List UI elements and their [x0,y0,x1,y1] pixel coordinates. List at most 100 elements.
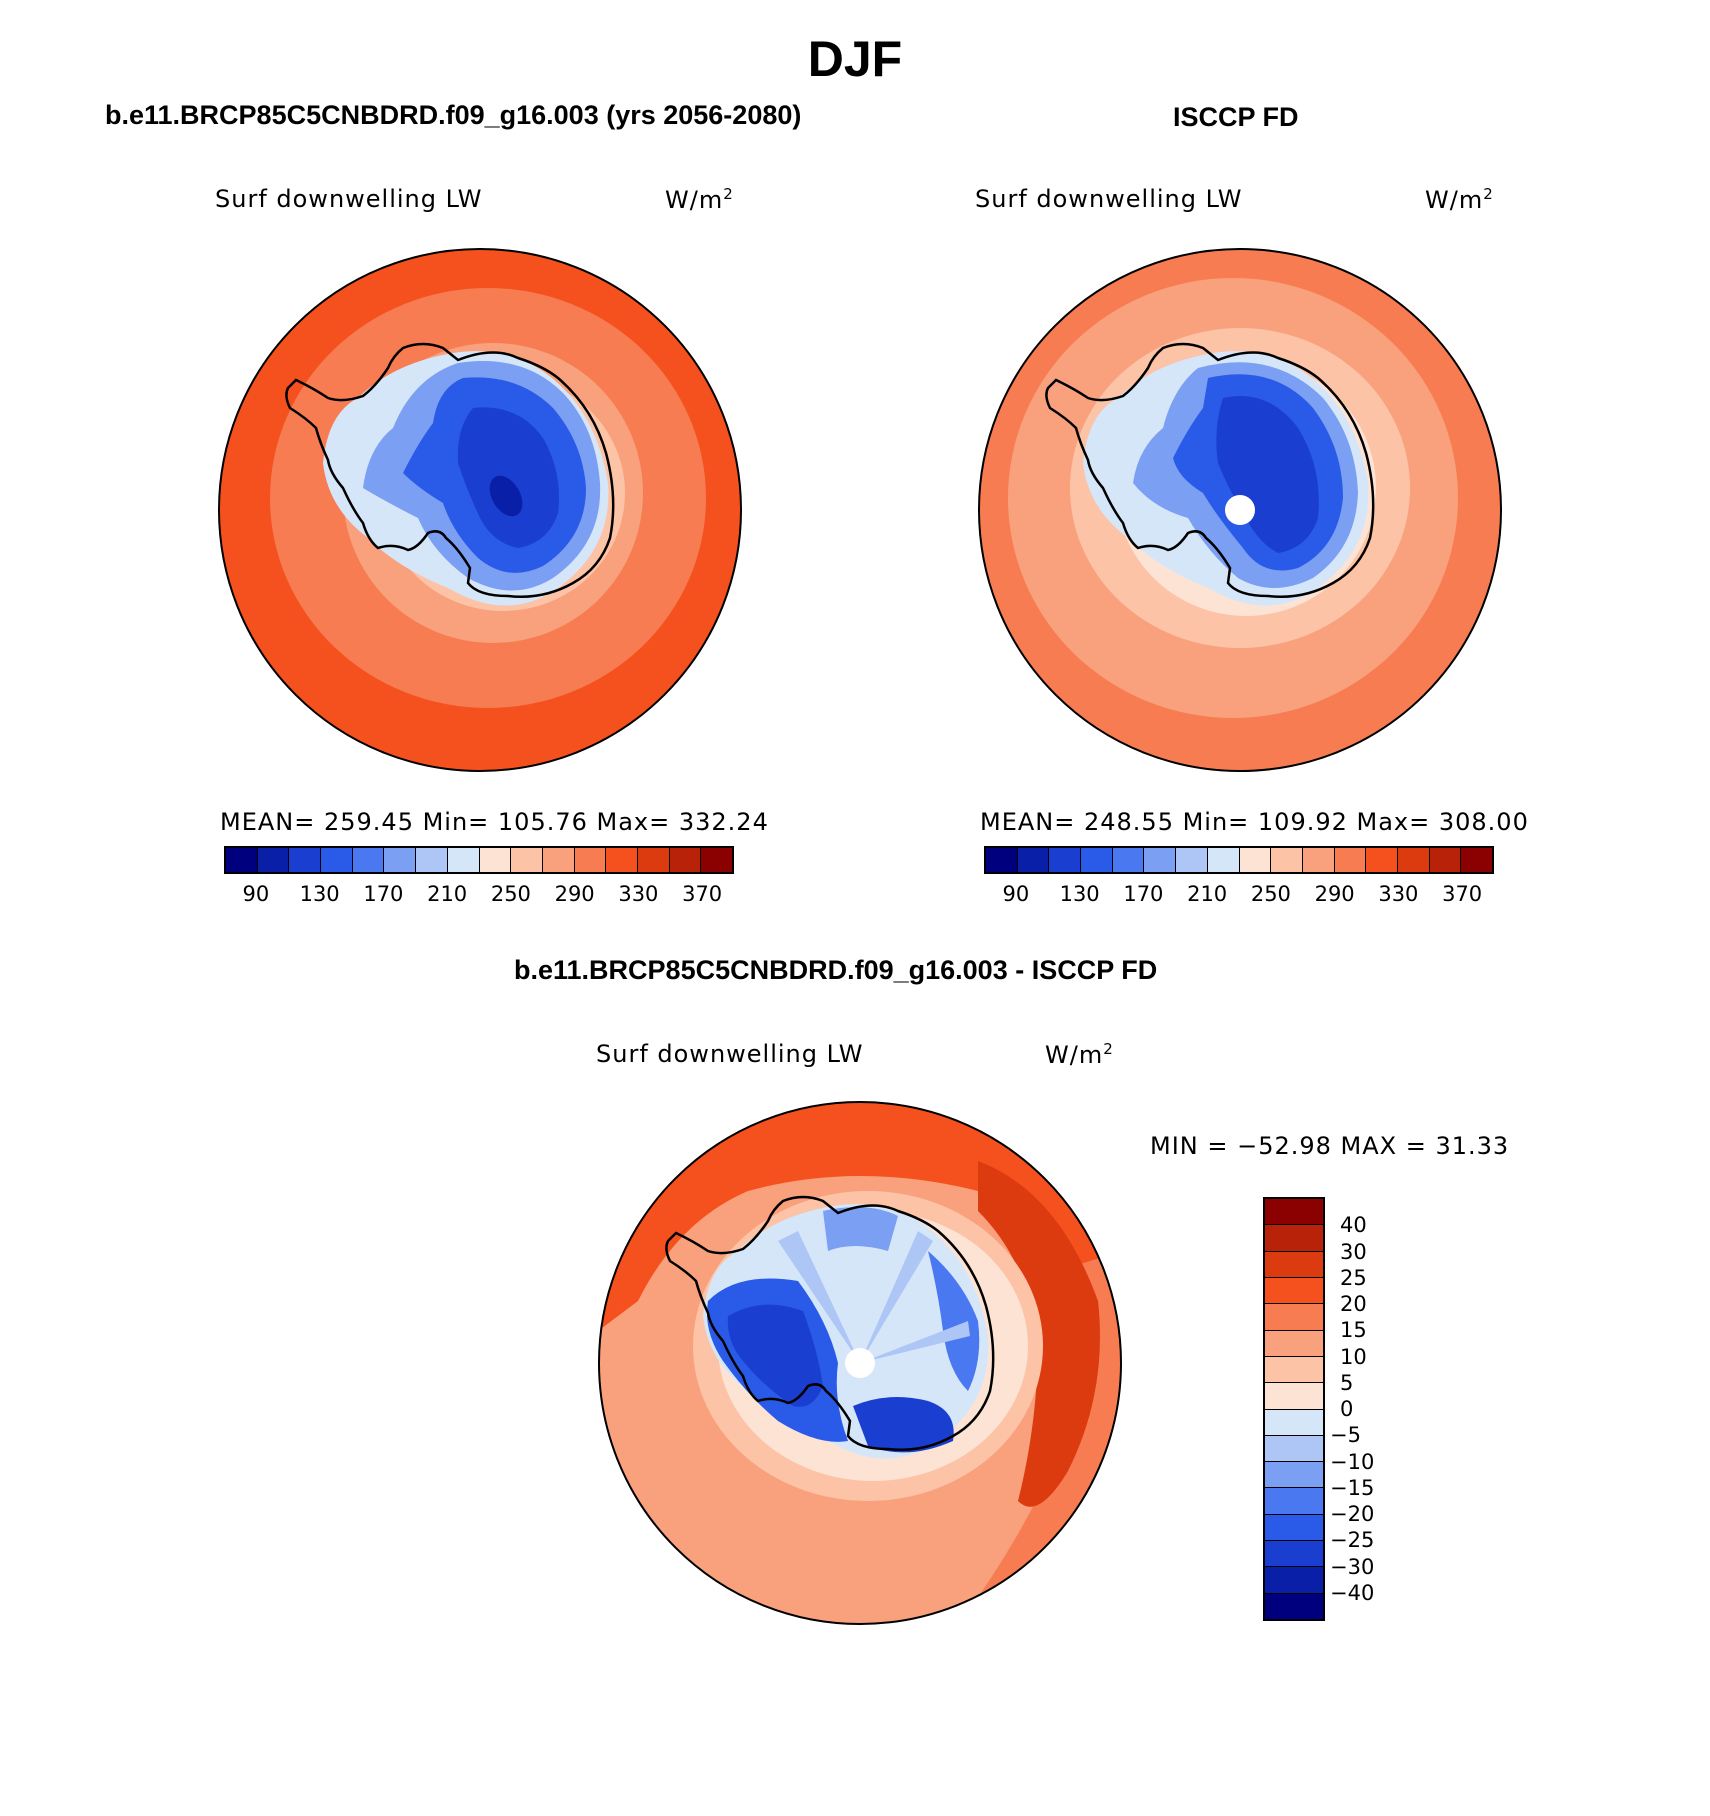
obs-colorbar-swatch [1176,848,1208,872]
diff-colorbar-swatch [1265,1199,1323,1226]
diff-colorbar-tick-label: −10 [1330,1449,1375,1474]
diff-colorbar-swatch [1265,1225,1323,1252]
obs-colorbar [984,846,1494,874]
obs-colorbar-swatch [1271,848,1303,872]
obs-stats: MEAN= 248.55 Min= 109.92 Max= 308.00 [980,808,1529,836]
model-stats: MEAN= 259.45 Min= 105.76 Max= 332.24 [220,808,769,836]
diff-colorbar-tick-label: −25 [1330,1528,1375,1553]
obs-colorbar-tick-label: 330 [1378,882,1419,906]
diff-pole-hole [845,1348,875,1378]
obs-colorbar-swatch [1049,848,1082,872]
diff-colorbar-tick-label: 5 [1340,1370,1354,1395]
diff-continent-cold-south [853,1397,954,1453]
diff-colorbar-swatch [1265,1488,1323,1515]
model-colorbar-tick-label: 130 [299,882,340,906]
model-colorbar-swatch [511,848,543,872]
obs-colorbar-tick-label: 210 [1187,882,1228,906]
obs-colorbar-swatch [1112,848,1145,872]
obs-colorbar-swatch [1429,848,1462,872]
model-colorbar-swatch [447,848,480,872]
diff-colorbar-tick-label: 0 [1340,1397,1354,1421]
diff-colorbar-swatch [1265,1330,1323,1357]
diff-colorbar-swatch [1265,1277,1323,1305]
obs-colorbar-swatch [1081,848,1113,872]
diff-units-label: W/m2 [1045,1040,1114,1069]
model-colorbar-swatch [257,848,290,872]
diff-coastline [665,1195,995,1451]
obs-colorbar-swatch [1334,848,1367,872]
model-colorbar-swatch [574,848,607,872]
obs-colorbar-swatch [1461,848,1492,872]
diff-stats: MIN = −52.98 MAX = 31.33 [1150,1132,1510,1160]
diff-panel-title: b.e11.BRCP85C5CNBDRD.f09_g16.003 - ISCCP… [514,955,1158,985]
diff-colorbar-tick-label: 20 [1340,1292,1367,1316]
diff-colorbar-swatch [1265,1409,1323,1436]
model-colorbar-swatch [479,848,512,872]
model-colorbar-tick-label: 250 [490,882,531,906]
figure-title: DJF [807,31,903,87]
obs-colorbar-swatch [986,848,1018,872]
diff-colorbar-swatch [1265,1462,1323,1489]
obs-colorbar-swatch [1302,848,1335,872]
obs-colorbar-swatch [1239,848,1272,872]
obs-colorbar-swatch [1207,848,1240,872]
obs-variable-label: Surf downwelling LW [975,185,1243,213]
diff-colorbar-swatch [1265,1567,1323,1594]
obs-colorbar-tick-label: 250 [1250,882,1291,906]
model-polar-map [218,248,742,772]
model-colorbar-swatch [321,848,353,872]
diff-ocean-warm-north [599,1102,1121,1331]
diff-colorbar-swatch [1265,1514,1323,1542]
diff-colorbar-tick-label: −40 [1330,1580,1375,1605]
model-variable-label: Surf downwelling LW [215,185,483,213]
obs-colorbar-swatch [1144,848,1177,872]
model-colorbar-swatch [226,848,258,872]
diff-colorbar-tick-label: −15 [1330,1475,1375,1500]
diff-colorbar-swatch [1265,1383,1323,1410]
obs-colorbar-swatch [1397,848,1430,872]
diff-colorbar-tick-label: 40 [1340,1213,1367,1238]
diff-variable-label: Surf downwelling LW [596,1040,864,1068]
diff-colorbar-tick-label: 10 [1340,1344,1367,1369]
obs-panel-title: ISCCP FD [1173,102,1299,132]
diff-colorbar-tick-label: 25 [1340,1265,1367,1290]
obs-colorbar-tick-label: 170 [1123,882,1164,906]
obs-units-label: W/m2 [1425,185,1494,214]
obs-colorbar-swatch [1017,848,1050,872]
diff-colorbar-swatch [1265,1435,1323,1463]
diff-polar-map [598,1101,1122,1625]
model-colorbar-swatch [289,848,322,872]
model-colorbar-tick-label: 90 [242,882,270,906]
diff-colorbar-tick-label: −5 [1330,1423,1361,1448]
model-panel-title: b.e11.BRCP85C5CNBDRD.f09_g16.003 (yrs 20… [105,100,802,130]
obs-polar-map [978,248,1502,772]
obs-pole-hole [1225,495,1255,525]
model-colorbar-tick-label: 290 [554,882,595,906]
diff-colorbar-tick-label: 30 [1340,1239,1367,1264]
obs-map-boundary [978,248,1502,772]
diff-colorbar-swatch [1265,1541,1323,1568]
diff-colorbar-tick-label: −20 [1330,1502,1375,1526]
model-coastline [285,342,615,598]
model-map-boundary [218,248,742,772]
obs-colorbar-swatch [1366,848,1398,872]
model-units-label: W/m2 [665,185,734,214]
diff-colorbar-swatch [1265,1304,1323,1331]
diff-colorbar-swatch [1265,1356,1323,1384]
model-colorbar-swatch [416,848,448,872]
model-colorbar-tick-label: 170 [363,882,404,906]
diff-colorbar-tick-label: −30 [1330,1554,1375,1579]
obs-colorbar-tick-label: 130 [1059,882,1100,906]
obs-colorbar-tick-label: 290 [1314,882,1355,906]
model-colorbar-swatch [352,848,385,872]
model-colorbar-tick-label: 330 [618,882,659,906]
diff-colorbar-tick-label: 15 [1340,1318,1367,1343]
obs-colorbar-tick-label: 90 [1002,882,1030,906]
model-colorbar-tick-label: 370 [682,882,723,906]
diff-colorbar [1263,1197,1325,1621]
diff-map-boundary [598,1101,1122,1625]
model-colorbar-swatch [637,848,670,872]
model-colorbar-tick-label: 210 [427,882,468,906]
model-colorbar-swatch [542,848,575,872]
diff-continent-cold-east [928,1251,980,1391]
